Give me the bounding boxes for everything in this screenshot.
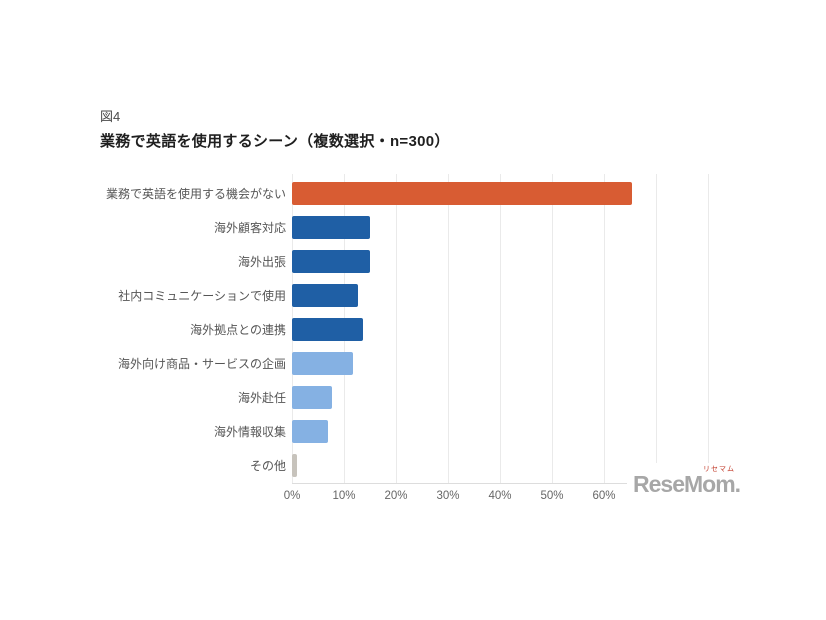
bar <box>292 181 632 205</box>
bar-track <box>292 244 708 278</box>
x-tick-label: 40% <box>488 490 512 502</box>
x-tick-label: 0% <box>283 490 301 502</box>
category-label: 海外向け商品・サービスの企画 <box>117 356 286 371</box>
category-label: 業務で英語を使用する機会がない <box>105 186 286 201</box>
chart-rows: 業務で英語を使用する機会がない 海外顧客対応 海外出張 社内コミュニケーションで使用海… <box>100 176 708 482</box>
chart-row: その他 <box>100 448 708 482</box>
chart-row: 社内コミュニケーションで使用 <box>100 278 708 312</box>
bar <box>292 283 359 307</box>
x-tick-label: 30% <box>436 490 460 502</box>
bar <box>292 351 353 375</box>
category-label: 海外赴任 <box>237 390 286 405</box>
bar-track <box>292 210 708 244</box>
x-tick-label: 10% <box>332 490 356 502</box>
category-label: 海外出張 <box>237 254 286 269</box>
chart-row: 海外拠点との連携 <box>100 312 708 346</box>
bar-track <box>292 380 708 414</box>
chart-row: 海外情報収集 <box>100 414 708 448</box>
logo-kana-text: リセマム <box>703 466 736 473</box>
bar-track <box>292 312 708 346</box>
category-label: 海外顧客対応 <box>213 220 286 235</box>
bar <box>292 385 333 409</box>
bar <box>292 215 370 239</box>
bar-track <box>292 176 708 210</box>
x-tick-label: 20% <box>384 490 408 502</box>
x-tick-label: 60% <box>592 490 616 502</box>
category-label: 海外情報収集 <box>213 424 286 439</box>
category-label: 社内コミュニケーションで使用 <box>118 288 286 303</box>
bar-track <box>292 346 708 380</box>
bar <box>292 249 370 273</box>
chart-row: 海外顧客対応 <box>100 210 708 244</box>
bar <box>292 317 364 341</box>
chart-row: 海外向け商品・サービスの企画 <box>100 346 708 380</box>
category-label: 海外拠点との連携 <box>190 322 286 337</box>
chart-row: 業務で英語を使用する機会がない <box>100 176 708 210</box>
chart-row: 海外出張 <box>100 244 708 278</box>
bar-track <box>292 278 708 312</box>
bar-track <box>292 414 708 448</box>
resemom-logo: リセマム ReseMom. <box>627 463 744 501</box>
bar-chart: 業務で英語を使用する機会がない 海外顧客対応 海外出張 社内コミュニケーションで使用海… <box>100 174 744 512</box>
figure-label: 図4 <box>100 109 121 124</box>
x-axis: 0% 10% 20% 30% 40% 50% 60% <box>284 482 708 510</box>
logo-text: ReseMom. <box>633 471 741 497</box>
bar <box>292 453 298 477</box>
chart-title: 業務で英語を使用するシーン（複数選択・n=300） <box>100 133 450 150</box>
category-label: その他 <box>249 458 286 473</box>
bar <box>292 419 329 443</box>
x-tick-label: 50% <box>540 490 564 502</box>
chart-row: 海外赴任 <box>100 380 708 414</box>
